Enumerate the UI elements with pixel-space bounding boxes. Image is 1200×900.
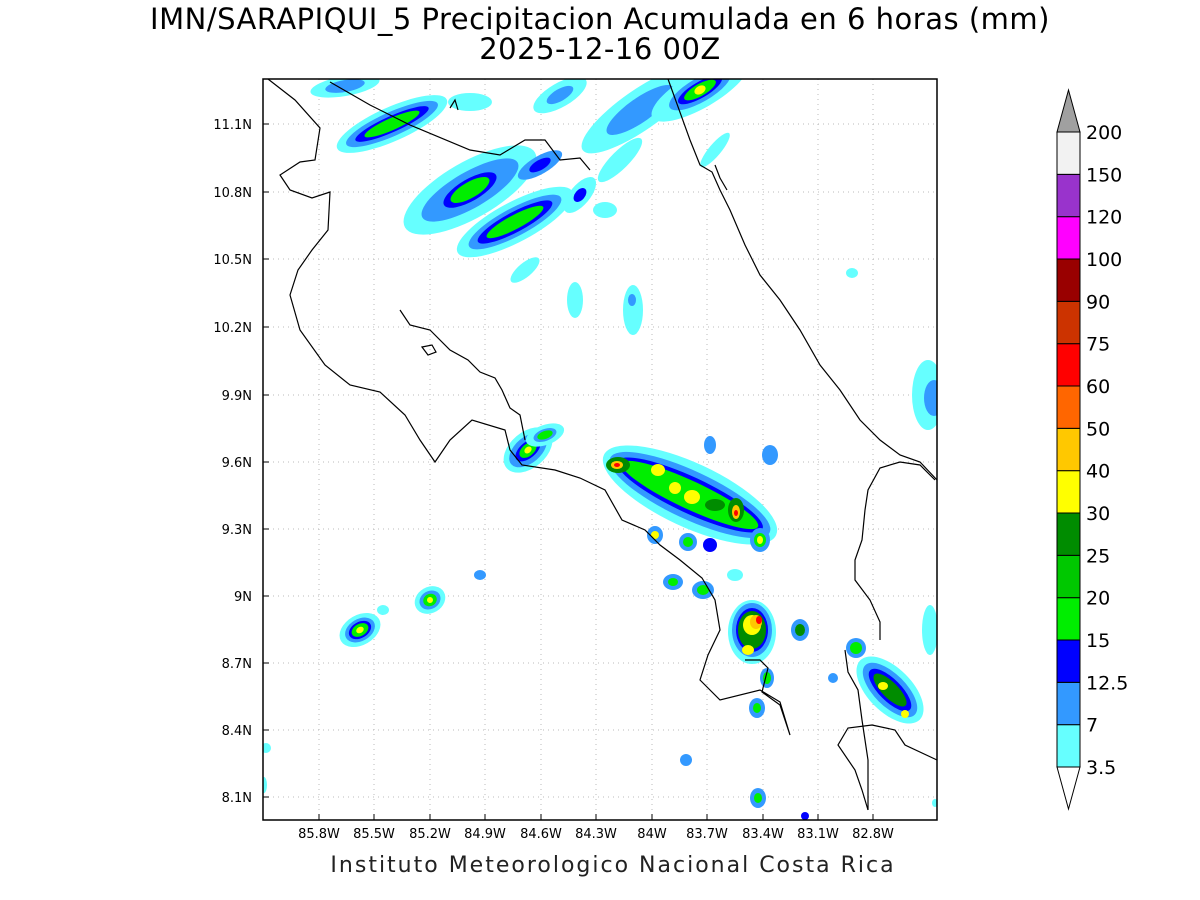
lon-tick-label: 84.9W <box>464 827 506 842</box>
lat-tick-label: 8.1N <box>222 791 252 806</box>
lat-tick-label: 10.5N <box>213 253 252 268</box>
colorbar-label: 200 <box>1086 122 1122 144</box>
colorbar-label: 30 <box>1086 503 1110 525</box>
lat-tick-label: 9.3N <box>222 523 252 538</box>
lon-tick-label: 83.4W <box>742 827 784 842</box>
colorbar-swatch <box>1056 512 1081 556</box>
precipitation-field <box>263 79 937 820</box>
lon-tick-label: 84.6W <box>520 827 562 842</box>
colorbar-label: 50 <box>1086 418 1110 440</box>
precipitation-colorbar: 3.5 7 12.5 15 20 25 30 40 50 60 75 90 100 120 150 200 <box>1056 88 1128 811</box>
colorbar-label: 12.5 <box>1086 672 1128 694</box>
longitude-axis: 85.8W 85.5W 85.2W 84.9W 84.6W 84.3W 84W 83.7W 83… <box>298 827 894 842</box>
colorbar-top-triangle <box>1056 88 1081 133</box>
lat-tick-label: 9N <box>234 590 252 605</box>
lon-tick-label: 82.8W <box>852 827 894 842</box>
colorbar-swatch <box>1056 343 1081 387</box>
colorbar-swatch <box>1056 300 1081 345</box>
lat-tick-label: 8.4N <box>222 724 252 739</box>
map-gridlines <box>263 79 937 820</box>
colorbar-label: 20 <box>1086 588 1110 610</box>
colorbar-label: 15 <box>1086 630 1110 652</box>
map-frame <box>262 78 938 821</box>
colorbar-swatch <box>1056 427 1081 472</box>
colorbar-swatch <box>1056 131 1081 175</box>
colorbar-label: 25 <box>1086 545 1110 567</box>
map-title: IMN/SARAPIQUI_5 Precipitacion Acumulada … <box>150 2 1050 36</box>
lon-tick-label: 84W <box>637 827 667 842</box>
credit-text: Instituto Meteorologico Nacional Costa R… <box>330 853 896 878</box>
map-date: 2025-12-16 00Z <box>479 32 721 66</box>
lon-tick-label: 84.3W <box>575 827 617 842</box>
lon-tick-label: 85.2W <box>409 827 451 842</box>
colorbar-label: 150 <box>1086 164 1122 186</box>
colorbar-label: 90 <box>1086 291 1110 313</box>
coastline <box>267 79 937 811</box>
lat-tick-label: 9.6N <box>222 456 252 471</box>
colorbar-swatch <box>1056 597 1081 641</box>
lat-tick-label: 8.7N <box>222 657 252 672</box>
colorbar-swatch <box>1056 724 1081 768</box>
lon-tick-label: 83.1W <box>797 827 839 842</box>
lon-tick-label: 85.5W <box>353 827 395 842</box>
latitude-axis: 8.1N 8.4N 8.7N 9N 9.3N 9.6N 9.9N 10.2N 10.5N 10.8… <box>213 118 252 806</box>
lat-tick-label: 10.8N <box>213 186 252 201</box>
colorbar-swatch <box>1056 385 1081 429</box>
lat-tick-label: 9.9N <box>222 389 252 404</box>
colorbar-swatch <box>1056 216 1081 260</box>
lat-tick-label: 10.2N <box>213 321 252 336</box>
colorbar-label: 120 <box>1086 207 1122 229</box>
lon-tick-label: 83.7W <box>686 827 728 842</box>
colorbar-label: 100 <box>1086 249 1122 271</box>
colorbar-label: 60 <box>1086 376 1110 398</box>
colorbar-bottom-triangle <box>1056 766 1081 811</box>
colorbar-swatch <box>1056 470 1081 514</box>
colorbar-label: 40 <box>1086 461 1110 483</box>
lat-tick-label: 11.1N <box>213 118 252 133</box>
colorbar-label: 75 <box>1086 334 1110 356</box>
colorbar-label: 3.5 <box>1086 757 1116 779</box>
colorbar-swatch <box>1056 554 1081 599</box>
colorbar-swatch <box>1056 258 1081 302</box>
lon-tick-label: 85.8W <box>298 827 340 842</box>
colorbar-label: 7 <box>1086 715 1098 737</box>
colorbar-swatch <box>1056 639 1081 683</box>
colorbar-swatch <box>1056 681 1081 726</box>
colorbar-swatch <box>1056 173 1081 218</box>
